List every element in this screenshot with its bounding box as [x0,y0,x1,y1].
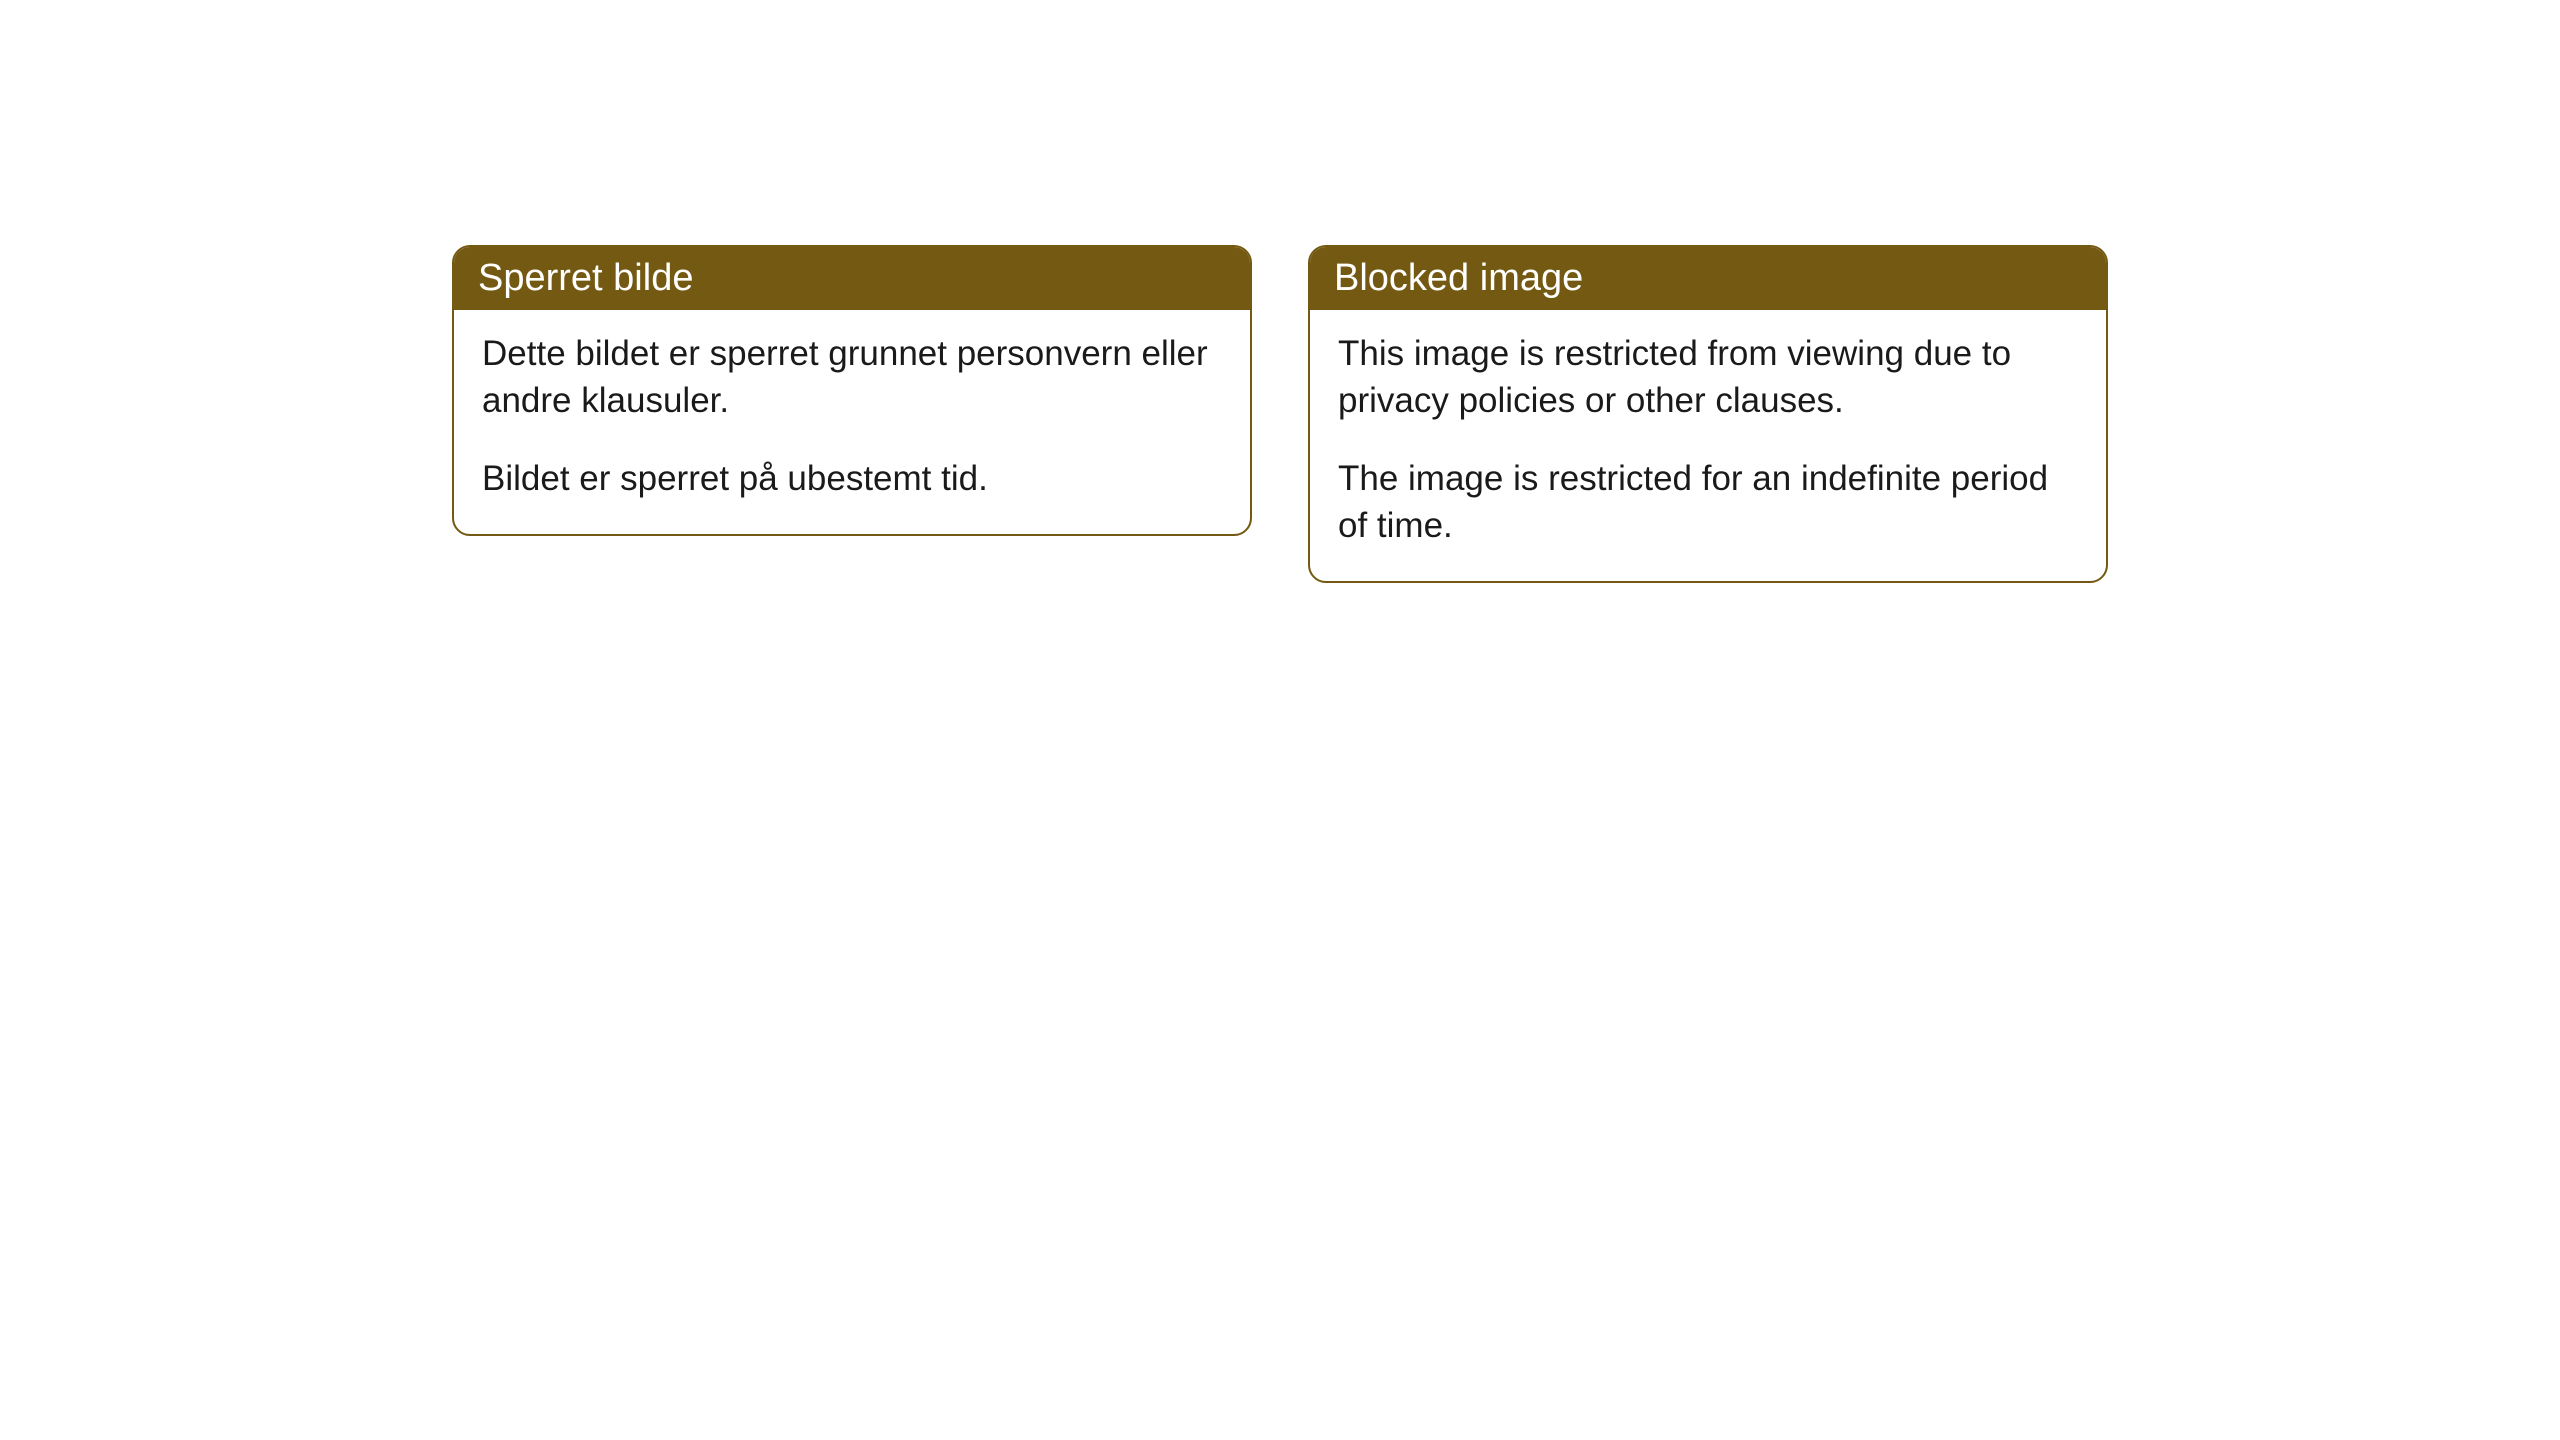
notice-body: Dette bildet er sperret grunnet personve… [454,310,1250,534]
notice-paragraph: Dette bildet er sperret grunnet personve… [482,330,1222,425]
notice-container: Sperret bilde Dette bildet er sperret gr… [452,245,2108,1440]
notice-header: Sperret bilde [454,247,1250,310]
notice-card-norwegian: Sperret bilde Dette bildet er sperret gr… [452,245,1252,536]
notice-card-english: Blocked image This image is restricted f… [1308,245,2108,583]
notice-paragraph: The image is restricted for an indefinit… [1338,455,2078,550]
notice-paragraph: This image is restricted from viewing du… [1338,330,2078,425]
notice-body: This image is restricted from viewing du… [1310,310,2106,581]
notice-header: Blocked image [1310,247,2106,310]
notice-paragraph: Bildet er sperret på ubestemt tid. [482,455,1222,502]
